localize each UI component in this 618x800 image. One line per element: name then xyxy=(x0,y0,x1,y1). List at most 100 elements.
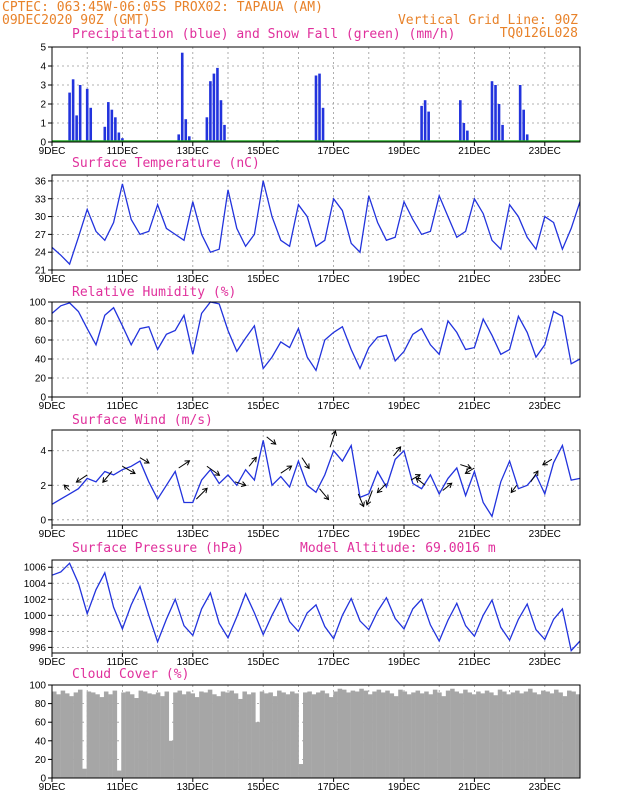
wind-arrow-head xyxy=(533,470,539,477)
cloud-bar xyxy=(523,691,529,778)
wind-arrow xyxy=(377,483,387,493)
temperature-xtick-label: 13DEC xyxy=(177,274,209,285)
cloud-bar xyxy=(60,690,66,778)
cloud-bar xyxy=(545,691,550,778)
pressure-ytick-label: 998 xyxy=(29,627,46,638)
humidity-xtick-label: 19DEC xyxy=(388,401,420,412)
wind-arrow xyxy=(248,456,257,467)
wind-arrow-head xyxy=(304,463,310,470)
precip-bar xyxy=(497,104,501,142)
wind-arrow xyxy=(195,487,208,500)
wind-arrow xyxy=(542,458,553,466)
precip-xtick-label: 21DEC xyxy=(458,146,490,157)
header-date: 09DEC2020 90Z (GMT) xyxy=(2,13,151,28)
wind-arrow xyxy=(139,457,150,464)
wind-ytick-label: 2 xyxy=(40,481,46,492)
wind-arrow xyxy=(206,465,220,476)
precip-bar xyxy=(75,115,78,142)
cloud-bar xyxy=(385,690,390,778)
cloud-bar xyxy=(467,692,473,778)
wind-arrow xyxy=(234,481,246,486)
precip-xtick-label: 9DEC xyxy=(39,146,66,157)
cloud-xtick-label: 17DEC xyxy=(317,782,349,793)
cloud-bar xyxy=(372,691,377,778)
cloud-xtick-label: 19DEC xyxy=(388,782,420,793)
cloud-bar xyxy=(259,691,265,778)
cloud-bar xyxy=(194,697,200,778)
cloud-bar xyxy=(493,695,498,778)
precip-bar xyxy=(459,100,462,142)
temperature-xtick-label: 11DEC xyxy=(107,274,139,285)
temperature-ytick-label: 27 xyxy=(35,230,47,241)
cloud-bar xyxy=(103,691,109,778)
wind-arrow xyxy=(357,493,365,507)
pressure-ytick-label: 1000 xyxy=(24,611,47,622)
cloud-bar xyxy=(458,693,464,778)
cloud-bar xyxy=(406,694,412,778)
cloud-bar xyxy=(220,691,226,778)
cloud-bar xyxy=(380,692,386,778)
cloud-panel: 0 20 40 60 80 100 9DEC 11DEC 13DEC 15DEC 17DEC 19DE… xyxy=(29,681,581,793)
precip-bar xyxy=(501,124,504,142)
cloud-bar xyxy=(112,690,118,778)
precip-xtick-label: 13DEC xyxy=(177,146,209,157)
precip-bar xyxy=(71,79,75,142)
humidity-ytick-label: 0 xyxy=(40,393,46,404)
temperature-ytick-label: 24 xyxy=(35,248,47,259)
wind-arrow xyxy=(366,490,373,506)
pressure-xtick-label: 11DEC xyxy=(107,657,139,668)
cloud-bar xyxy=(528,688,533,778)
wind-arrow-head xyxy=(214,470,221,476)
temperature-ytick-label: 36 xyxy=(35,176,47,187)
wind-arrow-head xyxy=(446,482,453,489)
wind-arrow xyxy=(465,467,475,474)
wind-arrow-head xyxy=(270,439,277,445)
cloud-bar xyxy=(398,689,403,778)
wind-xtick-label: 15DEC xyxy=(247,529,279,540)
cloud-bar xyxy=(575,694,581,778)
cloud-bar xyxy=(177,690,183,778)
cloud-bar xyxy=(52,691,57,778)
header-location: CPTEC: 063:45W-06:05S PROX02: TAPAUA (AM… xyxy=(2,0,323,15)
cloud-bar xyxy=(307,691,312,778)
cloud-bar xyxy=(333,691,338,778)
cloud-bar xyxy=(277,690,282,778)
precip-bar xyxy=(103,126,107,142)
precip-ytick-label: 1 xyxy=(40,119,46,130)
temperature-ytick-label: 33 xyxy=(35,194,47,205)
cloud-bar xyxy=(125,691,131,778)
precip-bar xyxy=(205,117,209,142)
cloud-bar xyxy=(316,692,321,778)
wind-arrow-head xyxy=(102,477,108,483)
cloud-bar xyxy=(181,694,187,778)
cloud-bar xyxy=(82,768,87,778)
wind-arrow-head xyxy=(184,460,191,466)
cloud-bar xyxy=(272,696,278,778)
wind-line xyxy=(51,440,581,519)
wind-xtick-label: 13DEC xyxy=(177,529,209,540)
pressure-xtick-label: 23DEC xyxy=(529,657,561,668)
cloud-bar xyxy=(64,693,70,778)
temperature-line xyxy=(51,180,581,266)
cloud-frame xyxy=(51,684,581,779)
cloud-bar xyxy=(454,691,460,778)
pressure-line xyxy=(51,562,581,652)
wind-arrow-head xyxy=(542,460,548,466)
cloud-bar xyxy=(549,693,555,778)
cloud-bar xyxy=(99,697,105,778)
pressure-ytick-label: 1006 xyxy=(24,563,47,574)
cloud-bar xyxy=(173,692,178,778)
precip-bar xyxy=(490,81,494,142)
wind-arrow-head xyxy=(251,456,257,463)
cloud-bar xyxy=(142,691,148,778)
cloud-bar xyxy=(77,689,83,778)
humidity-xtick-label: 9DEC xyxy=(39,401,66,412)
cloud-bar xyxy=(515,690,520,778)
cloud-bar xyxy=(437,692,442,778)
wind-arrow xyxy=(178,460,190,469)
precip-bar xyxy=(525,134,529,142)
precip-bar xyxy=(117,132,121,142)
cloud-bar xyxy=(471,694,477,778)
wind-arrow xyxy=(410,474,421,481)
precip-bar xyxy=(110,109,114,142)
